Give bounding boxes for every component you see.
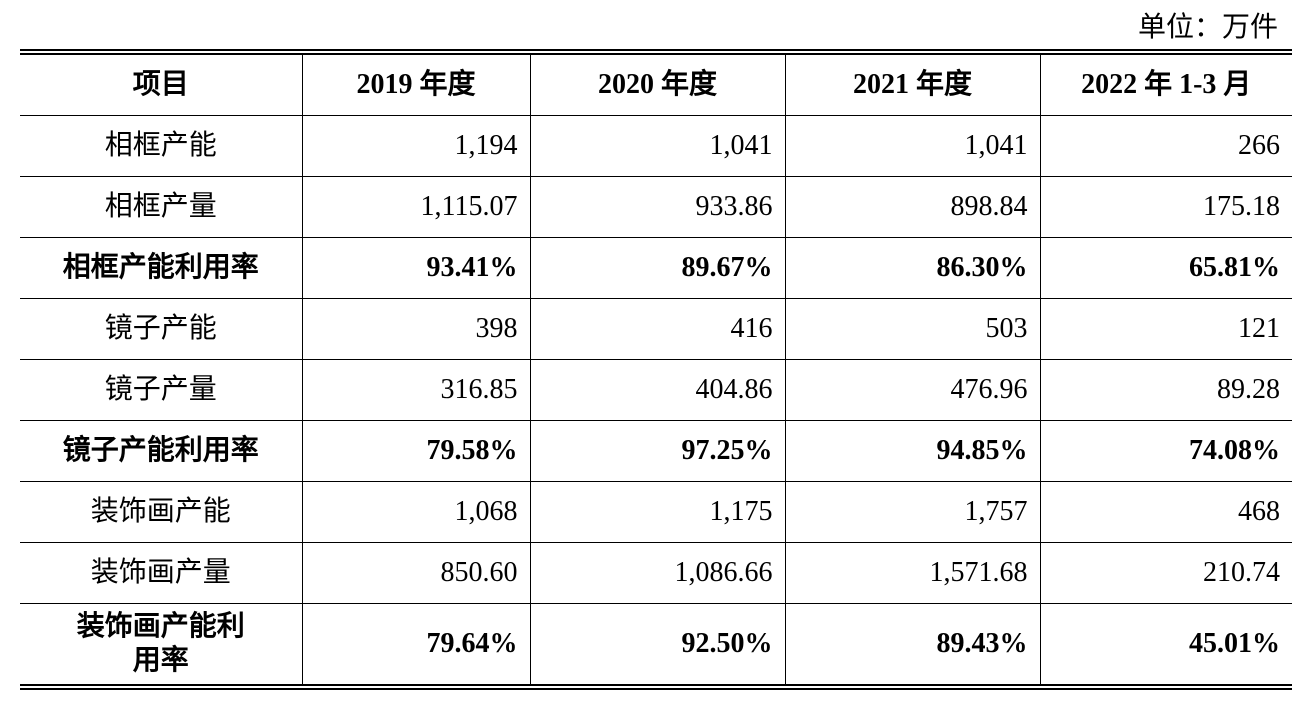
table-row: 镜子产能 398 416 503 121 xyxy=(20,298,1292,360)
table-row: 相框产能 1,194 1,041 1,041 266 xyxy=(20,115,1292,177)
value-cell: 933.86 xyxy=(529,176,786,238)
value-cell: 97.25% xyxy=(529,420,786,482)
value-cell: 898.84 xyxy=(784,176,1041,238)
value-cell: 1,068 xyxy=(301,481,531,543)
value-cell: 416 xyxy=(529,298,786,360)
value-cell: 1,041 xyxy=(529,115,786,177)
row-label: 相框产能利用率 xyxy=(20,237,303,299)
row-label: 镜子产能 xyxy=(20,298,303,360)
table-row: 装饰画产量 850.60 1,086.66 1,571.68 210.74 xyxy=(20,542,1292,604)
row-label: 镜子产能利用率 xyxy=(20,420,303,482)
row-label: 装饰画产能利用率 xyxy=(20,603,303,688)
data-table: 项目 2019 年度 2020 年度 2021 年度 2022 年 1-3 月 相框产能… xyxy=(20,49,1292,690)
value-cell: 74.08% xyxy=(1039,420,1292,482)
row-label: 装饰画产量 xyxy=(20,542,303,604)
value-cell: 1,086.66 xyxy=(529,542,786,604)
value-cell: 404.86 xyxy=(529,359,786,421)
value-cell: 175.18 xyxy=(1039,176,1292,238)
value-cell: 89.43% xyxy=(784,603,1041,688)
table-row: 装饰画产能利用率 79.64% 92.50% 89.43% 45.01% xyxy=(20,603,1292,688)
value-cell: 1,175 xyxy=(529,481,786,543)
value-cell: 503 xyxy=(784,298,1041,360)
value-cell: 210.74 xyxy=(1039,542,1292,604)
value-cell: 266 xyxy=(1039,115,1292,177)
row-label: 相框产量 xyxy=(20,176,303,238)
value-cell: 92.50% xyxy=(529,603,786,688)
value-cell: 1,571.68 xyxy=(784,542,1041,604)
header-cell: 2019 年度 xyxy=(301,51,531,116)
table-row: 装饰画产能 1,068 1,175 1,757 468 xyxy=(20,481,1292,543)
value-cell: 79.64% xyxy=(301,603,531,688)
value-cell: 1,757 xyxy=(784,481,1041,543)
table-row: 镜子产量 316.85 404.86 476.96 89.28 xyxy=(20,359,1292,421)
value-cell: 45.01% xyxy=(1039,603,1292,688)
row-label: 镜子产量 xyxy=(20,359,303,421)
value-cell: 93.41% xyxy=(301,237,531,299)
value-cell: 89.67% xyxy=(529,237,786,299)
header-cell: 2020 年度 xyxy=(529,51,786,116)
unit-label: 单位：万件 xyxy=(1137,12,1278,43)
table-body: 相框产能 1,194 1,041 1,041 266 相框产量 1,115.07 933.86… xyxy=(20,115,1292,688)
value-cell: 79.58% xyxy=(301,420,531,482)
row-label: 相框产能 xyxy=(20,115,303,177)
value-cell: 86.30% xyxy=(784,237,1041,299)
value-cell: 65.81% xyxy=(1039,237,1292,299)
value-cell: 121 xyxy=(1039,298,1292,360)
header-cell: 2021 年度 xyxy=(784,51,1041,116)
table-row: 相框产能利用率 93.41% 89.67% 86.30% 65.81% xyxy=(20,237,1292,299)
value-cell: 398 xyxy=(301,298,531,360)
table-row: 镜子产能利用率 79.58% 97.25% 94.85% 74.08% xyxy=(20,420,1292,482)
value-cell: 1,115.07 xyxy=(301,176,531,238)
value-cell: 1,041 xyxy=(784,115,1041,177)
value-cell: 476.96 xyxy=(784,359,1041,421)
value-cell: 89.28 xyxy=(1039,359,1292,421)
value-cell: 850.60 xyxy=(301,542,531,604)
header-cell: 2022 年 1-3 月 xyxy=(1039,51,1292,116)
value-cell: 94.85% xyxy=(784,420,1041,482)
table-row: 相框产量 1,115.07 933.86 898.84 175.18 xyxy=(20,176,1292,238)
value-cell: 468 xyxy=(1039,481,1292,543)
value-cell: 1,194 xyxy=(301,115,531,177)
header-row: 项目 2019 年度 2020 年度 2021 年度 2022 年 1-3 月 xyxy=(20,51,1292,116)
value-cell: 316.85 xyxy=(301,359,531,421)
row-label: 装饰画产能 xyxy=(20,481,303,543)
header-cell: 项目 xyxy=(20,51,303,116)
